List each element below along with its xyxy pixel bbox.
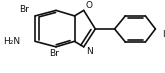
Text: Br: Br bbox=[49, 49, 59, 58]
Text: Br: Br bbox=[19, 5, 29, 14]
Text: H₂N: H₂N bbox=[3, 37, 20, 46]
Text: I: I bbox=[162, 30, 165, 39]
Text: O: O bbox=[86, 1, 93, 10]
Text: N: N bbox=[86, 47, 93, 56]
